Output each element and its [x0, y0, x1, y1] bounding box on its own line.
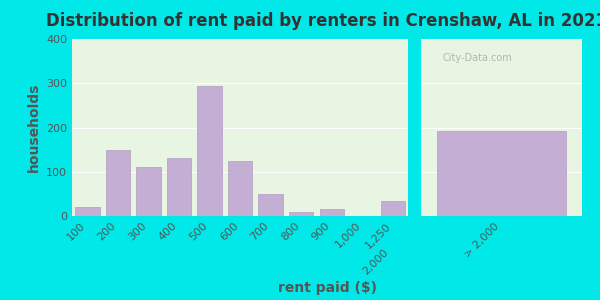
Bar [259, 194, 283, 216]
Bar [197, 86, 222, 216]
Bar [320, 209, 344, 216]
Bar [289, 212, 313, 216]
Bar [380, 200, 405, 216]
Y-axis label: households: households [26, 83, 40, 172]
Bar [75, 207, 100, 216]
Text: 2,000: 2,000 [360, 248, 390, 277]
Bar [228, 161, 253, 216]
Bar [437, 130, 566, 216]
Text: rent paid ($): rent paid ($) [277, 281, 377, 295]
Bar [106, 150, 130, 216]
Text: City-Data.com: City-Data.com [442, 53, 512, 63]
Bar [167, 158, 191, 216]
Text: Distribution of rent paid by renters in Crenshaw, AL in 2021: Distribution of rent paid by renters in … [47, 12, 600, 30]
Bar [136, 167, 161, 216]
